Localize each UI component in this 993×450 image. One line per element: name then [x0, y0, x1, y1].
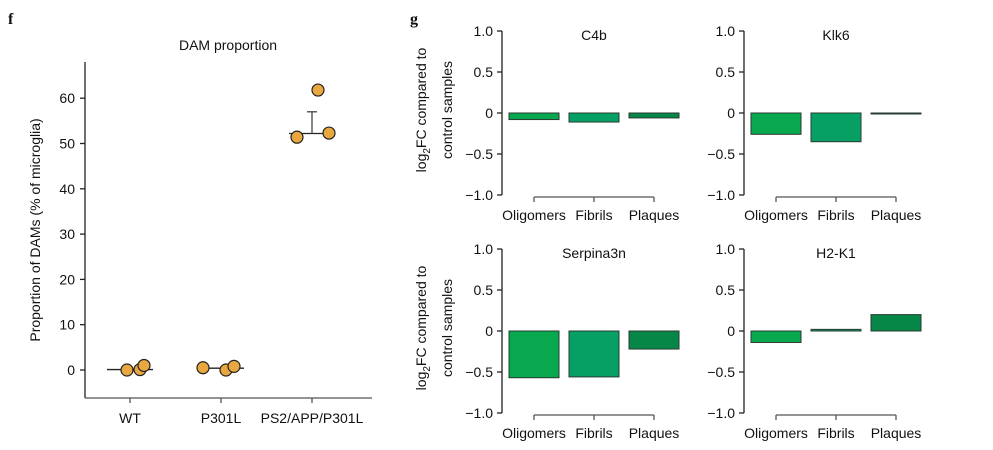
y-tick-label: 1.0	[716, 23, 736, 39]
y-tick-label: 1.0	[474, 23, 494, 39]
data-point	[120, 363, 134, 377]
y-tick-label: −0.5	[707, 364, 735, 380]
y-axis-label-log: log	[413, 372, 429, 391]
x-tick-label: Fibrils	[575, 207, 612, 223]
data-point	[290, 130, 304, 144]
bar-fibrils	[810, 112, 862, 143]
data-point	[311, 83, 325, 97]
bar-oligomers	[750, 330, 802, 343]
x-tick-label: Fibrils	[817, 207, 854, 223]
panel-label-f: f	[8, 11, 14, 28]
x-tick-label: Oligomers	[744, 207, 808, 223]
data-point	[227, 359, 241, 373]
x-tick-label: WT	[119, 410, 141, 426]
y-tick-label: 0	[485, 323, 493, 339]
panel-label-g: g	[410, 11, 418, 28]
bar-oligomers	[508, 330, 560, 379]
bar-oligomers	[508, 112, 560, 121]
y-tick-label: 0	[727, 323, 735, 339]
y-tick-label: 0.5	[474, 64, 494, 80]
y-axis-label-rest: FC compared to	[413, 265, 429, 366]
y-axis-label-rest: FC compared to	[413, 47, 429, 148]
y-axis-label-subscript: 2	[422, 148, 433, 154]
y-tick-label: 0	[67, 362, 75, 378]
bar-plaques	[628, 330, 680, 350]
bar-plaques	[870, 314, 922, 332]
y-tick-label: 1.0	[716, 241, 736, 257]
panel-title: C4b	[581, 27, 607, 43]
y-tick-label: 50	[59, 136, 75, 152]
data-point	[196, 361, 210, 375]
x-tick-label: Oligomers	[502, 425, 566, 441]
y-tick-label: −1.0	[465, 187, 493, 203]
bar-panel-h2-k1: 1.0 0.5 0 −0.5 −1.0 H2-K1 Oligomers Fibrils Plaq…	[707, 241, 922, 441]
y-tick-label: 60	[59, 90, 75, 106]
bar-panel-klk6: 1.0 0.5 0 −0.5 −1.0 Klk6 Oligomers Fibrils Plaqu…	[707, 23, 922, 223]
panel-title: Serpina3n	[562, 245, 626, 261]
bar-fibrils	[568, 112, 620, 123]
x-tick-label: Plaques	[629, 425, 680, 441]
x-tick-label: Fibrils	[575, 425, 612, 441]
y-axis-label: log2FC compared to	[413, 265, 433, 390]
bar-oligomers	[750, 112, 802, 135]
dam-scatter-plot: 0 10 20 30 40 50 60 WT P301L PS2/APP/P301L	[59, 62, 372, 426]
bar-fibrils	[810, 328, 862, 332]
panel-title: H2-K1	[816, 245, 856, 261]
y-tick-label: 0	[727, 105, 735, 121]
x-tick-label: P301L	[201, 410, 242, 426]
panel-title: Klk6	[822, 27, 849, 43]
x-tick-label: Plaques	[871, 425, 922, 441]
dam-chart-title: DAM proportion	[179, 37, 277, 53]
y-axis-label-subscript: 2	[422, 366, 433, 372]
y-tick-label: 0.5	[716, 282, 736, 298]
y-tick-label: 20	[59, 271, 75, 287]
bar-panel-c4b: 1.0 0.5 0 −0.5 −1.0 C4b Oligomers Fibrils Plaque…	[413, 23, 680, 223]
y-tick-label: −0.5	[465, 364, 493, 380]
y-tick-label: −1.0	[465, 405, 493, 421]
x-tick-label: PS2/APP/P301L	[261, 410, 364, 426]
x-tick-label: Oligomers	[744, 425, 808, 441]
bar-plaques	[870, 112, 922, 115]
y-tick-label: 0.5	[716, 64, 736, 80]
y-axis-label-log: log	[413, 154, 429, 173]
y-tick-label: 0	[485, 105, 493, 121]
y-tick-label: 10	[59, 317, 75, 333]
y-axis-label: log2FC compared to	[413, 47, 433, 172]
y-tick-label: −0.5	[707, 146, 735, 162]
y-tick-label: 1.0	[474, 241, 494, 257]
y-tick-label: −1.0	[707, 405, 735, 421]
y-tick-label: −1.0	[707, 187, 735, 203]
x-tick-label: Fibrils	[817, 425, 854, 441]
data-point	[137, 358, 151, 373]
bar-plaques	[628, 112, 680, 119]
y-tick-label: −0.5	[465, 146, 493, 162]
y-tick-label: 0.5	[474, 282, 494, 298]
y-tick-label: 40	[59, 181, 75, 197]
data-point	[322, 126, 336, 140]
bar-panel-serpina3n: 1.0 0.5 0 −0.5 −1.0 Serpina3n Oligomers Fibrils…	[413, 241, 680, 441]
y-axis-label-line2: control samples	[439, 61, 455, 159]
bar-fibrils	[568, 330, 620, 378]
y-axis-label-line2: control samples	[439, 279, 455, 377]
x-tick-label: Plaques	[871, 207, 922, 223]
x-tick-label: Plaques	[629, 207, 680, 223]
y-tick-label: 30	[59, 226, 75, 242]
dam-y-axis-label: Proportion of DAMs (% of microglia)	[27, 118, 43, 341]
log2fc-bar-panels: 1.0 0.5 0 −0.5 −1.0 C4b Oligomers Fibrils Plaque…	[413, 23, 922, 441]
x-tick-label: Oligomers	[502, 207, 566, 223]
